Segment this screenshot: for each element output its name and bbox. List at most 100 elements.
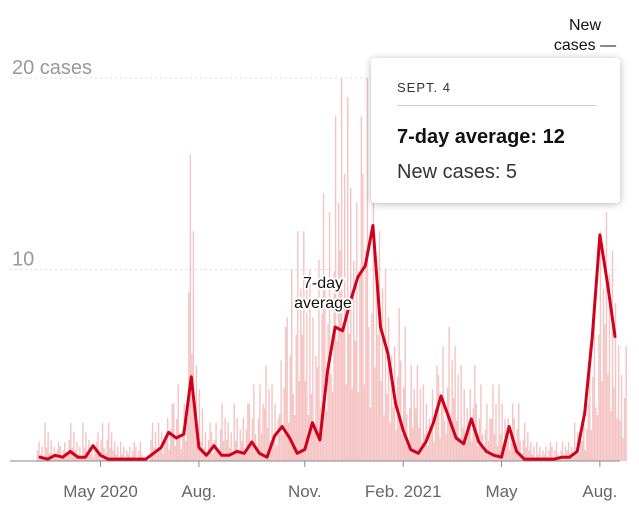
new-cases-bar <box>362 173 364 461</box>
new-cases-bar <box>587 403 590 461</box>
new-cases-bar <box>80 457 83 461</box>
new-cases-bar <box>325 411 328 461</box>
new-cases-bar <box>241 440 243 461</box>
new-cases-bar <box>327 324 329 461</box>
new-cases-bar <box>448 326 450 461</box>
new-cases-bar <box>171 403 173 461</box>
new-cases-bar <box>328 212 331 461</box>
new-cases-bar <box>387 317 390 461</box>
new-cases-bar <box>412 427 414 461</box>
new-cases-bar <box>91 446 93 461</box>
new-cases-bar <box>375 259 378 461</box>
legend-new-cases: New cases — <box>554 17 616 54</box>
new-cases-bar <box>38 441 40 461</box>
new-cases-bar <box>430 427 432 461</box>
seven-day-average-line <box>38 224 617 461</box>
new-cases-bar <box>247 403 249 461</box>
new-cases-bar <box>100 439 102 461</box>
new-cases-bar <box>371 313 373 461</box>
new-cases-bar <box>94 450 96 461</box>
y-tick-label: 10 <box>12 249 34 271</box>
new-cases-bar <box>76 441 78 461</box>
new-cases-bar <box>518 403 520 461</box>
new-cases-bar <box>598 334 600 461</box>
new-cases-bar <box>590 430 593 461</box>
new-cases-bar <box>489 417 491 461</box>
new-cases-bar <box>106 439 108 461</box>
new-cases-bar <box>530 441 532 461</box>
new-cases-bar <box>117 446 119 461</box>
new-cases-bar <box>575 447 577 461</box>
new-cases-bar <box>368 326 370 461</box>
new-cases-bar <box>301 334 304 461</box>
new-cases-bar <box>36 450 39 461</box>
new-cases-bar <box>304 380 307 461</box>
new-cases-bar <box>315 355 317 461</box>
new-cases-bar <box>449 414 452 461</box>
new-cases-bar <box>365 250 367 461</box>
new-cases-bar <box>70 422 72 461</box>
new-cases-bar <box>313 422 316 461</box>
new-cases-bar <box>266 427 269 461</box>
legend-new-cases-line1: New <box>569 17 601 34</box>
new-cases-bar <box>511 403 514 461</box>
new-cases-bar <box>215 422 217 461</box>
new-cases-bar <box>186 417 189 461</box>
new-cases-bar <box>154 432 157 461</box>
new-cases-bar <box>321 313 323 461</box>
new-cases-bar <box>409 408 411 461</box>
new-cases-bar <box>625 346 627 461</box>
new-cases-bar <box>248 403 251 461</box>
new-cases-bar <box>386 393 388 461</box>
new-cases-bar <box>617 345 620 461</box>
new-cases-bar <box>455 420 458 461</box>
new-cases-bar <box>225 439 228 461</box>
new-cases-bar <box>601 380 603 461</box>
new-cases-bar <box>554 450 556 461</box>
new-cases-bar <box>607 373 609 461</box>
new-cases-bar <box>110 432 113 461</box>
new-cases-bar <box>277 418 279 461</box>
new-cases-bar <box>201 408 204 461</box>
new-cases-bar <box>316 367 319 461</box>
new-cases-bar <box>471 441 473 461</box>
new-cases-bar <box>519 440 521 461</box>
new-cases-bar <box>109 447 111 461</box>
new-cases-bar <box>157 422 160 461</box>
new-cases-bar <box>593 307 596 461</box>
new-cases-bar <box>162 453 164 461</box>
new-cases-bar <box>342 326 344 461</box>
new-cases-bar <box>610 411 612 461</box>
new-cases-bar <box>224 417 226 461</box>
new-cases-bar <box>458 438 461 461</box>
new-cases-bar <box>356 202 358 461</box>
legend-new-cases-line2: cases — <box>554 37 616 54</box>
new-cases-bar <box>54 457 57 461</box>
new-cases-bar <box>65 454 67 461</box>
new-cases-bar <box>286 317 288 461</box>
new-cases-bar <box>322 192 325 461</box>
new-cases-bar <box>551 446 553 461</box>
new-cases-bar <box>413 389 415 461</box>
new-cases-bar <box>351 388 353 461</box>
new-cases-bar <box>499 434 502 461</box>
x-axis-ticks: May 2020 Aug. Nov. Feb. 2021 May Aug. <box>63 461 617 501</box>
new-cases-bar <box>425 403 428 461</box>
new-cases-bar <box>284 326 287 461</box>
new-cases-bar <box>92 457 95 461</box>
new-cases-bar <box>79 446 81 461</box>
new-cases-bar <box>434 408 437 461</box>
new-cases-bar <box>604 324 606 461</box>
new-cases-bar <box>236 417 238 461</box>
new-cases-bar <box>191 353 193 461</box>
new-cases-bar <box>468 427 470 461</box>
new-cases-bar <box>463 389 465 461</box>
new-cases-bar <box>238 449 240 461</box>
y-tick-label: 20 cases <box>12 57 92 79</box>
new-cases-bar <box>345 384 347 461</box>
new-cases-bar <box>443 420 446 461</box>
new-cases-bar <box>419 389 422 461</box>
new-cases-bar <box>113 441 116 461</box>
new-cases-bar <box>508 449 511 461</box>
